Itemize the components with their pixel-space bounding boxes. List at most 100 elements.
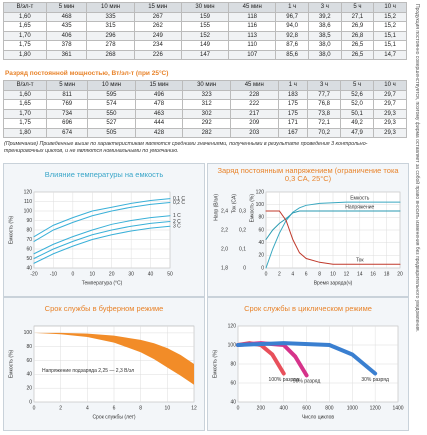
x-tick-label: 30 <box>128 271 134 277</box>
table-cell: 183 <box>277 89 309 100</box>
line <box>33 225 171 264</box>
table-cell: 26,8 <box>340 30 375 41</box>
table-cell: 175 <box>277 108 309 119</box>
x-axis-title: Время заряда(ч) <box>314 280 353 286</box>
table-cell: 29,7 <box>372 99 408 110</box>
y-tick-label: 100 <box>256 202 265 208</box>
x-tick-label: 20 <box>397 271 403 277</box>
table-row: 1,70 734 550 463 302 217 175 73,8 50,1 29,3 <box>2 108 408 119</box>
x-tick-label: 2 <box>278 271 281 277</box>
header-cell: 3 ч <box>307 2 342 13</box>
line <box>33 215 171 255</box>
y-tick-label: 80 <box>26 227 32 233</box>
side-text: Продукция постоянно совершенствуется, по… <box>414 4 420 333</box>
x-tick-label: -10 <box>50 271 57 277</box>
table-cell: 15,1 <box>373 40 407 51</box>
y-tick-label: 80 <box>26 344 32 350</box>
x-tick-label: 8 <box>318 271 321 277</box>
table-cell: 113 <box>228 30 277 41</box>
table-cell: 222 <box>229 99 279 110</box>
table-cell: 26,5 <box>340 40 375 51</box>
table-cell: 468 <box>45 11 88 22</box>
legend-label: 30% разряд <box>361 377 389 383</box>
x-tick-label: 1000 <box>347 405 358 411</box>
table-cell: 1,70 <box>3 30 47 41</box>
table-cell: 1,80 <box>3 49 47 60</box>
table-cell: 312 <box>182 99 231 110</box>
table-cell: 811 <box>46 89 89 100</box>
table-cell: 52,6 <box>340 89 374 100</box>
header-cell: 45 мин <box>228 2 277 13</box>
table-cell: 76,8 <box>307 99 342 110</box>
table-cell: 29,7 <box>372 89 408 100</box>
y-tick-label: 120 <box>24 189 33 195</box>
y-tick-label: 20 <box>258 253 264 259</box>
table-cell: 1,80 <box>2 127 48 138</box>
x-tick-label: 0 <box>33 405 36 411</box>
header-cell: В/эл-т <box>2 80 48 91</box>
table-cell: 323 <box>182 89 231 100</box>
table-cell: 49,2 <box>340 118 374 129</box>
y-tick-label: 2,2 <box>221 227 228 233</box>
table-cell: 268 <box>86 49 135 60</box>
y-axis-title: Емкость (%) <box>249 194 255 223</box>
y-tick-label: 0 <box>261 265 264 271</box>
y-tick-label: 100 <box>228 342 237 348</box>
header-cell: 10 мин <box>86 2 135 13</box>
legend-label: Емкость <box>350 195 370 201</box>
legend-label: 0,2 C <box>173 200 185 206</box>
band-area <box>34 332 194 385</box>
chart: 0 20 40 60 80 100 0 2 4 6 8 10 12 Срок службы (лет) Ем… <box>8 325 197 420</box>
y-tick-label: 40 <box>26 372 32 378</box>
table-cell: 209 <box>229 118 279 129</box>
table-cell: 152 <box>180 30 230 41</box>
chart: 40 50 60 70 80 90 100 110 120 -20 -10 0 10 20 30 40 50 Те… <box>8 189 185 286</box>
header-cell: В/эл-т <box>3 2 47 13</box>
x-tick-label: 200 <box>257 405 266 411</box>
table-cell: 1,60 <box>2 89 48 100</box>
y-tick-label: 20 <box>26 386 32 392</box>
table-cell: 15,1 <box>373 30 407 41</box>
x-tick-label: 4 <box>86 405 89 411</box>
table-row: 1,60 468 335 267 159 118 96,7 39,2 27,1 15,2 <box>3 11 407 22</box>
table-cell: 50,1 <box>340 108 374 119</box>
table-cell: 26,5 <box>340 49 375 60</box>
x-tick-label: 1200 <box>370 405 381 411</box>
x-axis-title: Число циклов <box>302 414 334 420</box>
header-cell: 1 ч <box>275 2 309 13</box>
x-tick-label: 0 <box>237 405 240 411</box>
y-tick-label: 40 <box>258 240 264 246</box>
y-tick-label: 80 <box>230 361 236 367</box>
y-tick-label: 0 <box>243 265 246 271</box>
table-cell: 29,3 <box>372 108 408 119</box>
table-cell: 249 <box>133 30 182 41</box>
y-tick-label: 2,4 <box>221 208 228 214</box>
line <box>33 201 171 242</box>
table-cell: 574 <box>87 99 136 110</box>
y-tick-label: 100 <box>24 330 33 336</box>
header-cell: 1 ч <box>277 80 309 91</box>
table-cell: 47,9 <box>340 127 374 138</box>
header-cell: 5 ч <box>340 2 375 13</box>
table-cell: 315 <box>86 21 135 32</box>
table-row: 1,75 378 278 234 149 110 87,6 38,0 26,5 15,1 <box>3 40 407 51</box>
x-tick-label: 10 <box>330 271 336 277</box>
table-cell: 72,1 <box>307 118 342 129</box>
table-cell: 1,60 <box>3 11 47 22</box>
legend-label: 50% разряд <box>293 379 321 385</box>
table-cell: 282 <box>182 127 231 138</box>
x-tick-label: 12 <box>344 271 350 277</box>
table-cell: 378 <box>45 40 88 51</box>
header-cell: 10 ч <box>373 2 407 13</box>
table-cell: 52,0 <box>340 99 374 110</box>
table-cell: 1,70 <box>2 108 48 119</box>
y-axis-title: Емкость (%) <box>212 349 218 378</box>
y-axis-title: Ток (CA) <box>231 194 237 214</box>
y-tick-label: 0,3 <box>239 208 246 214</box>
x-tick-label: 12 <box>191 405 197 411</box>
table-cell: 1,65 <box>3 21 47 32</box>
